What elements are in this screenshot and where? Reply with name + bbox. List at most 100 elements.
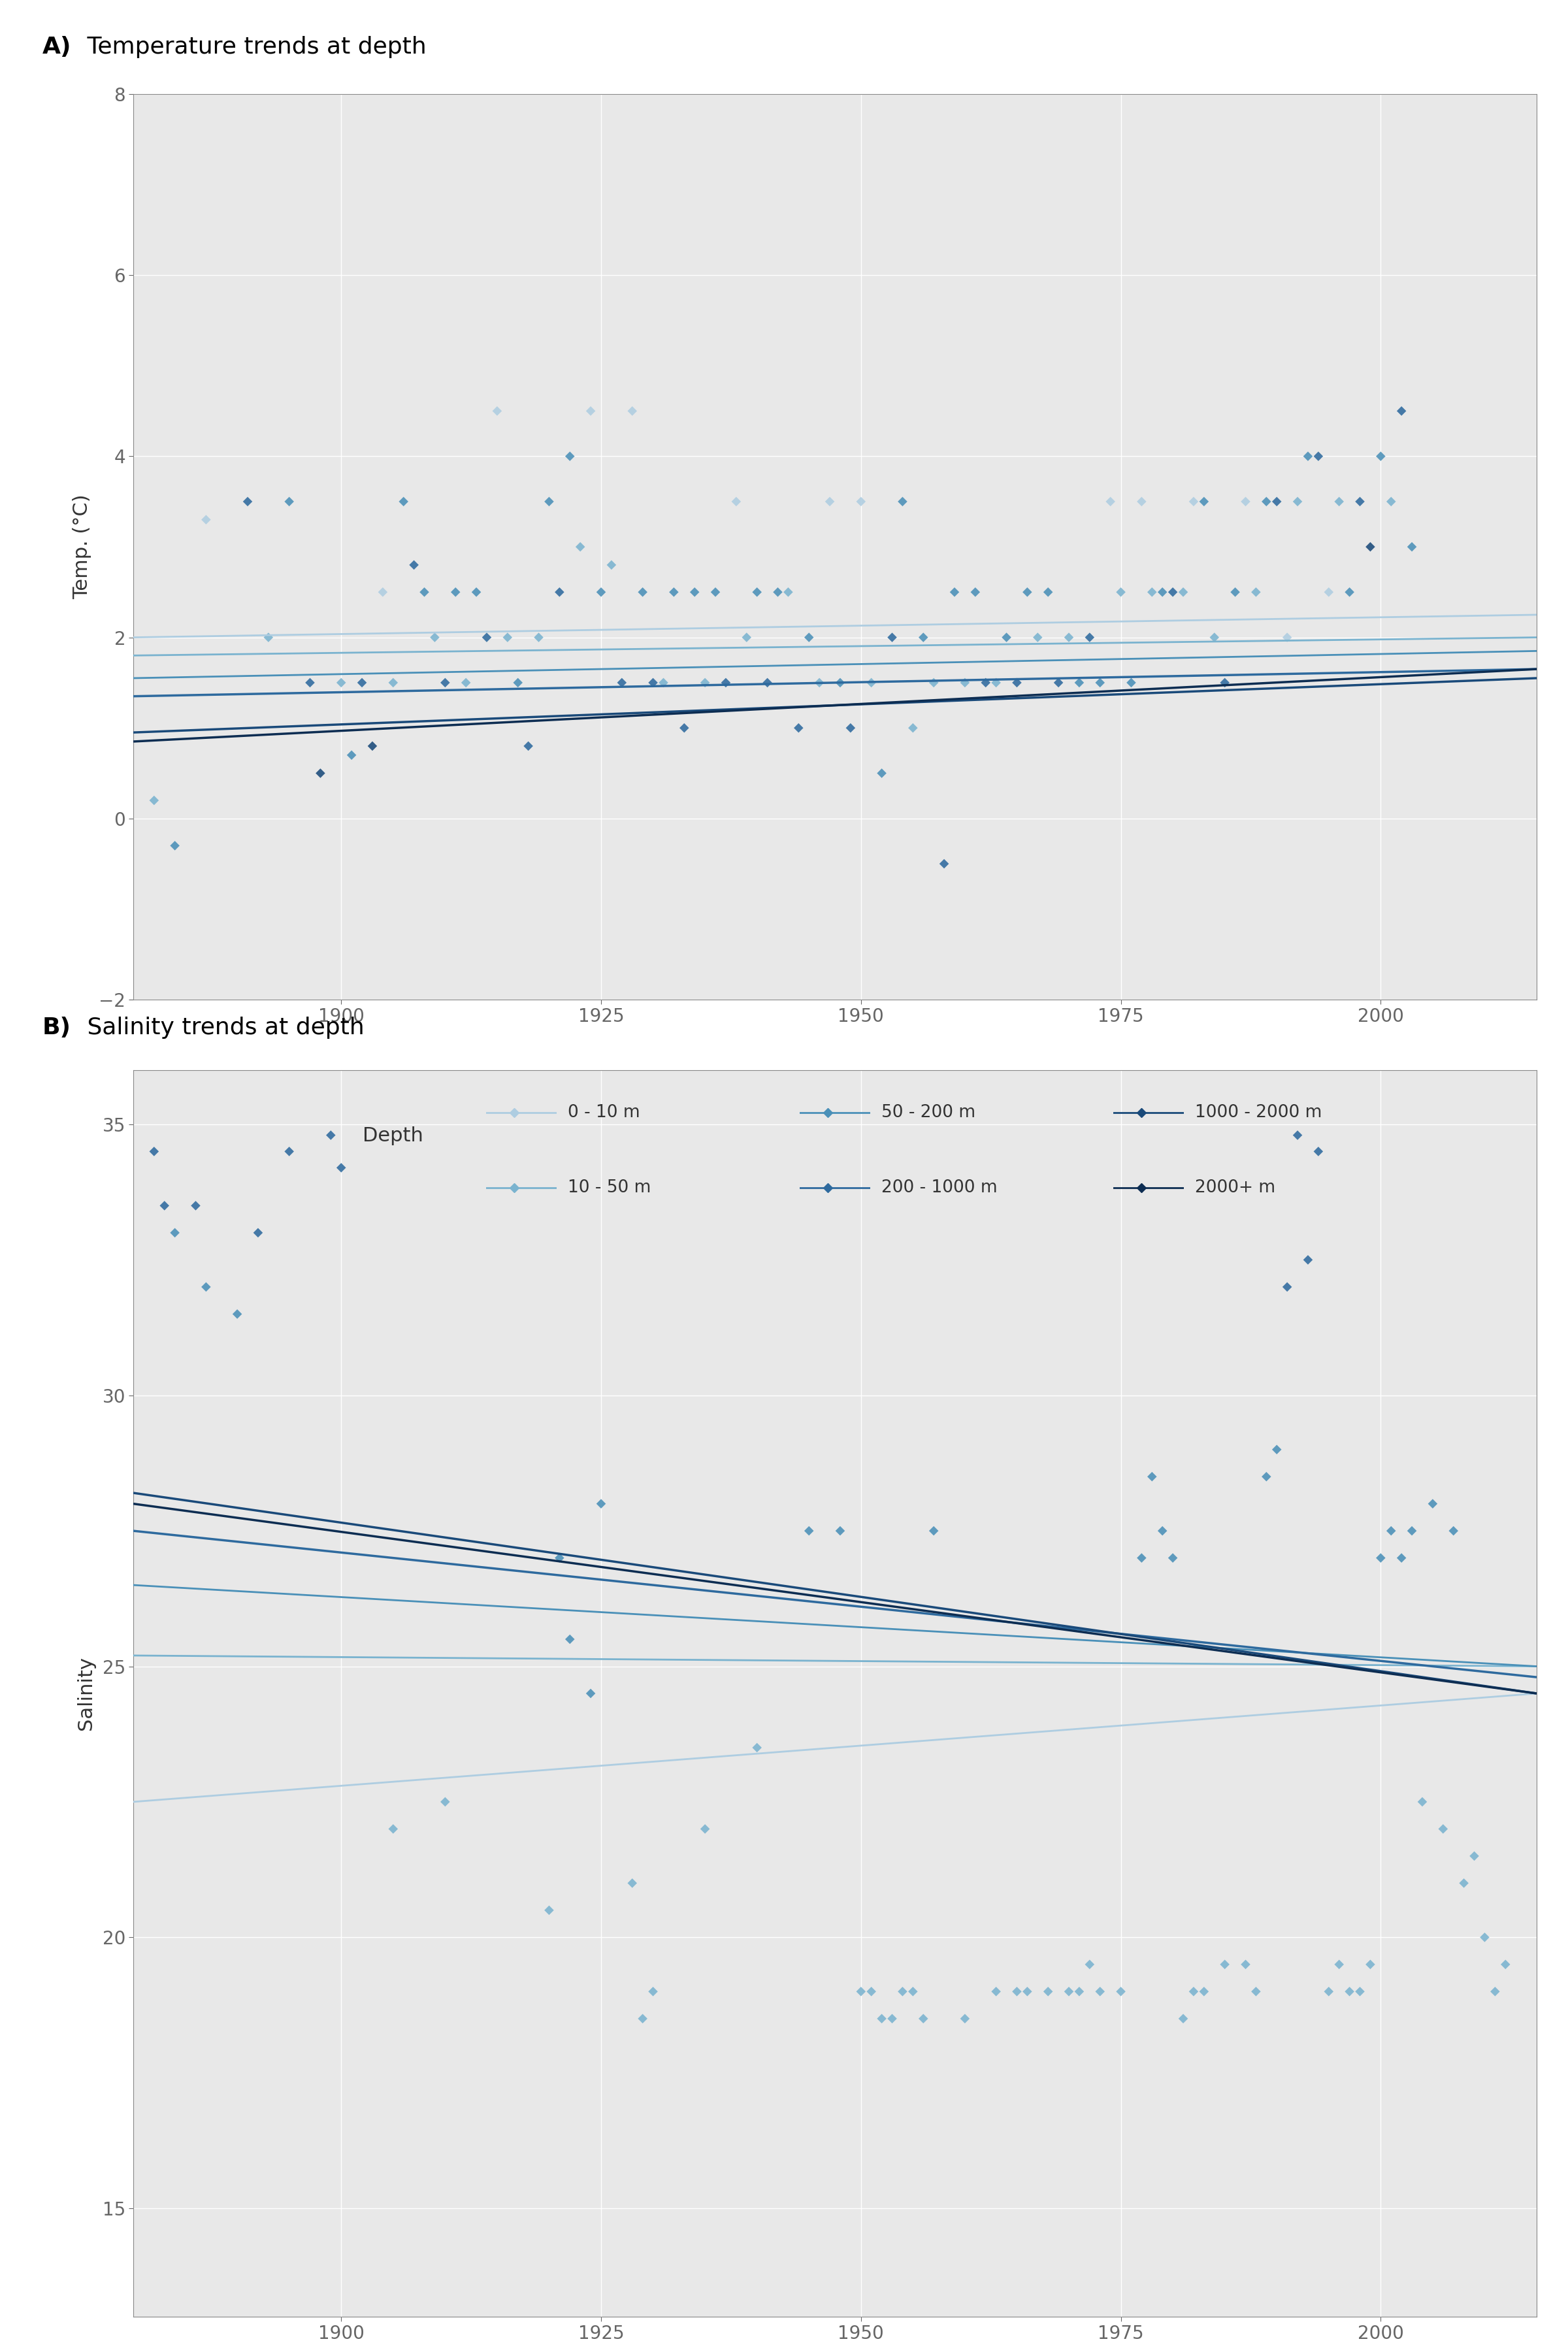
Point	[1295, 437, 1320, 475]
Point	[1399, 1512, 1424, 1550]
Point	[579, 393, 604, 430]
Point	[994, 619, 1019, 656]
Text: A): A)	[42, 35, 71, 59]
Point	[495, 619, 521, 656]
Point	[1461, 1837, 1486, 1875]
Point	[307, 755, 332, 793]
Point	[1005, 1973, 1030, 2011]
Point	[1410, 1783, 1435, 1820]
Point	[235, 482, 260, 520]
Point	[1232, 482, 1258, 520]
Y-axis label: Temp. (°C): Temp. (°C)	[72, 494, 91, 600]
Y-axis label: Salinity: Salinity	[77, 1656, 96, 1731]
Point	[952, 663, 977, 701]
Point	[1306, 437, 1331, 475]
Point	[1254, 482, 1279, 520]
Point	[464, 574, 489, 612]
Point	[1264, 482, 1289, 520]
Point	[869, 755, 894, 793]
Point	[298, 663, 323, 701]
Point	[765, 574, 790, 612]
Point	[1109, 574, 1134, 612]
Point	[1338, 1973, 1363, 2011]
Point	[163, 1214, 188, 1251]
Point	[1057, 1973, 1082, 2011]
Point	[1358, 529, 1383, 567]
Point	[276, 482, 301, 520]
Point	[557, 1621, 582, 1658]
Text: 0 - 10 m: 0 - 10 m	[568, 1103, 640, 1122]
Point	[422, 619, 447, 656]
Point	[370, 574, 395, 612]
Point	[1441, 1512, 1466, 1550]
Point	[1369, 1538, 1394, 1576]
Point	[630, 574, 655, 612]
Point	[536, 1891, 561, 1929]
Point	[1286, 482, 1311, 520]
Point	[1181, 1973, 1206, 2011]
Point	[1452, 1865, 1477, 1903]
Point	[1035, 1973, 1060, 2011]
Point	[381, 663, 406, 701]
Point	[797, 1512, 822, 1550]
Point	[516, 727, 541, 764]
Text: Depth: Depth	[362, 1127, 423, 1145]
Point	[1109, 1973, 1134, 2011]
Point	[433, 663, 458, 701]
Point	[1389, 1538, 1414, 1576]
Point	[1338, 574, 1363, 612]
Point	[983, 1973, 1008, 2011]
Point	[797, 619, 822, 656]
Point	[682, 574, 707, 612]
Point	[1171, 574, 1196, 612]
Point	[1046, 663, 1071, 701]
Point	[1014, 574, 1040, 612]
Point	[1035, 574, 1060, 612]
Point	[837, 710, 862, 748]
Text: B): B)	[42, 1016, 71, 1040]
Point	[390, 482, 416, 520]
Point	[1171, 1999, 1196, 2037]
Point	[900, 710, 925, 748]
Point	[745, 1729, 770, 1766]
Point	[1005, 663, 1030, 701]
Point	[141, 781, 166, 818]
Point	[163, 828, 188, 866]
Point	[183, 1188, 209, 1225]
Point	[671, 710, 696, 748]
Point	[734, 619, 759, 656]
Point	[453, 663, 478, 701]
Point	[444, 574, 469, 612]
Point	[536, 482, 561, 520]
Point	[1212, 1945, 1237, 1983]
Point	[547, 574, 572, 612]
Point	[630, 1999, 655, 2037]
Point	[662, 574, 687, 612]
Point	[1201, 619, 1226, 656]
Point	[485, 393, 510, 430]
Point	[848, 1973, 873, 2011]
Point	[983, 663, 1008, 701]
Point	[1243, 1973, 1269, 2011]
Point	[1327, 1945, 1352, 1983]
Point	[1192, 1973, 1217, 2011]
Point	[1160, 574, 1185, 612]
Point	[891, 1973, 916, 2011]
Point	[1025, 619, 1051, 656]
Point	[1275, 1268, 1300, 1305]
Point	[557, 437, 582, 475]
Point	[1358, 1945, 1383, 1983]
Point	[318, 1117, 343, 1155]
Point	[1316, 574, 1341, 612]
Point	[1098, 482, 1123, 520]
Point	[1472, 1919, 1497, 1957]
Point	[702, 574, 728, 612]
Point	[880, 619, 905, 656]
Point	[942, 574, 967, 612]
Point	[412, 574, 437, 612]
Point	[891, 482, 916, 520]
Text: 1000 - 2000 m: 1000 - 2000 m	[1195, 1103, 1322, 1122]
Point	[547, 1538, 572, 1576]
Point	[952, 1999, 977, 2037]
Point	[859, 1973, 884, 2011]
